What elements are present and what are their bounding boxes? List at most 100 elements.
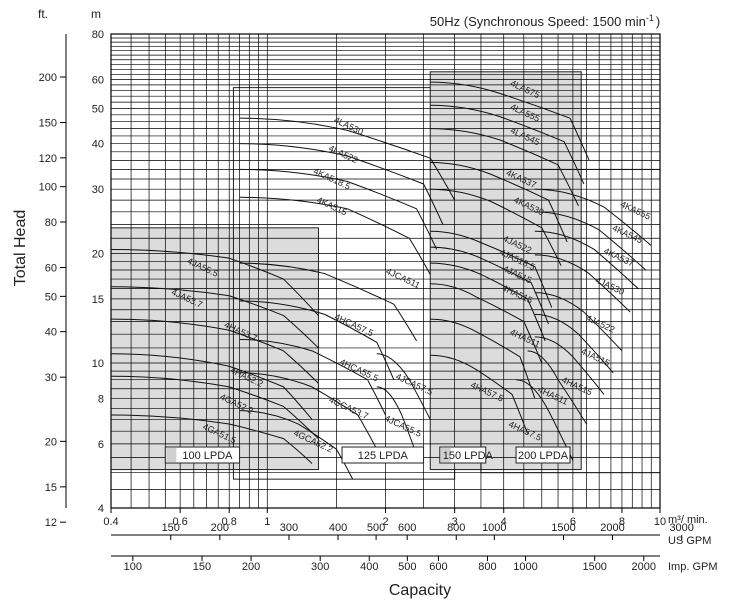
legend-box-2: [439, 446, 487, 464]
legend-label-1: 125 LPDA: [358, 450, 409, 462]
curve-4ka537: [430, 162, 568, 243]
usgpm-label-2: 300: [280, 522, 298, 534]
x-unit-m3min: m³/ min.: [668, 514, 708, 526]
y-m-label-10: 80: [92, 29, 104, 41]
curve-4ja530: [534, 254, 631, 313]
impgpm-label-7: 800: [478, 561, 496, 573]
y-ft-label-7: 80: [45, 217, 57, 229]
y-ft-label-9: 120: [39, 153, 57, 165]
usgpm-label-4: 500: [367, 522, 385, 534]
y-m-label-8: 50: [92, 103, 104, 115]
curve-4ga51-5: [110, 414, 313, 464]
impgpm-label-0: 100: [124, 561, 142, 573]
y-ft-label-0: 12: [45, 517, 57, 529]
legend-box-0: [164, 446, 241, 464]
legend-box-1: [341, 446, 425, 464]
curve-4ga52-2: [110, 375, 319, 440]
x-m3-label-3: 1: [264, 516, 270, 528]
y-ft-label-11: 200: [39, 72, 57, 84]
curve-4la575: [430, 81, 590, 161]
curve-4la530: [239, 117, 456, 201]
y-ft-label-10: 150: [39, 118, 57, 130]
x-unit-usgpm: US GPM: [668, 535, 711, 547]
x-m3-label-6: 4: [501, 516, 507, 528]
x-m3-label-7: 6: [570, 516, 576, 528]
legend-label-2: 150 LPDA: [443, 450, 494, 462]
y-m-label-2: 8: [98, 393, 104, 405]
x-m3-label-5: 3: [452, 516, 458, 528]
region-0: [110, 227, 319, 471]
curve-4ha515: [430, 283, 543, 364]
lpda-regions: [110, 71, 661, 480]
curve-4hca55-5: [239, 339, 386, 416]
y-m-label-6: 30: [92, 184, 104, 196]
impgpm-label-4: 400: [360, 561, 378, 573]
usgpm-label-6: 800: [447, 522, 465, 534]
x-m3-label-0: 0.4: [103, 516, 118, 528]
chart-title: 50Hz (Synchronous Speed: 1500 min-1): [430, 13, 660, 29]
usgpm-label-7: 1000: [482, 522, 506, 534]
region-legends: 100 LPDA 125 LPDA 150 LPDA 200 LPDA: [164, 446, 571, 464]
legend-box-3: [515, 446, 571, 464]
chart-grid: [110, 33, 661, 509]
curve-4ha511: [430, 318, 536, 399]
curve-4ha53-7: [110, 318, 319, 384]
y-m-label-5: 20: [92, 248, 104, 260]
curve-4ka530: [430, 188, 562, 266]
curve-4ka537: [534, 230, 639, 290]
y-ft-label-8: 100: [39, 182, 57, 194]
y-ft-label-2: 20: [45, 436, 57, 448]
y-m-label-0: 4: [98, 503, 104, 515]
y-unit-feet: ft.: [38, 7, 48, 21]
curve-4la522: [239, 143, 444, 225]
legend-label-0: 100 LPDA: [182, 450, 233, 462]
y-m-label-7: 40: [92, 139, 104, 151]
curve-4la555: [430, 104, 585, 185]
x-m3-label-8: 8: [619, 516, 625, 528]
curve-4ha511: [516, 379, 574, 461]
impgpm-label-3: 300: [311, 561, 329, 573]
y-m-label-4: 15: [92, 294, 104, 306]
impgpm-label-8: 1000: [513, 561, 537, 573]
usgpm-label-3: 400: [329, 522, 347, 534]
performance-curves: [110, 81, 652, 480]
curve-4ha515: [527, 350, 587, 425]
y-ft-label-5: 50: [45, 291, 57, 303]
curve-4hca57-5: [239, 300, 395, 380]
curve-4ja518-5: [534, 313, 614, 374]
legend-swatch-2: [440, 448, 451, 462]
impgpm-label-9: 1500: [582, 561, 606, 573]
curve-4jca57-5: [376, 353, 431, 420]
x-m3-label-4: 2: [382, 516, 388, 528]
curve-4ja522: [430, 230, 553, 308]
curve-4ka545: [534, 211, 647, 271]
curve-4ka515: [239, 196, 431, 275]
impgpm-label-2: 200: [242, 561, 260, 573]
y-m-label-1: 6: [98, 439, 104, 451]
impgpm-label-1: 150: [193, 561, 211, 573]
impgpm-label-10: 2000: [632, 561, 656, 573]
usgpm-label-9: 2000: [600, 522, 624, 534]
y-ft-label-6: 60: [45, 263, 57, 275]
usgpm-label-10: 3000: [669, 522, 693, 534]
usgpm-label-5: 600: [398, 522, 416, 534]
x-unit-impgpm: Imp. GPM: [668, 561, 718, 573]
curve-4ka518-5: [239, 168, 438, 250]
curve-4ka555: [534, 188, 652, 247]
x-m3-label-2: 0.8: [222, 516, 237, 528]
usgpm-label-0: 150: [162, 522, 180, 534]
y-m-label-9: 60: [92, 75, 104, 87]
curve-4ja515: [430, 262, 546, 342]
usgpm-label-1: 200: [211, 522, 229, 534]
curve-4jca55-5: [376, 386, 418, 455]
legend-label-3: 200 LPDA: [518, 450, 569, 462]
curve-4ha52-2: [110, 353, 313, 420]
impgpm-label-6: 600: [429, 561, 447, 573]
x-m3-label-9: 10: [654, 516, 666, 528]
curve-4ha57-5: [430, 354, 529, 434]
x-axis-title: Capacity: [389, 582, 451, 599]
curve-4ja515: [534, 336, 605, 395]
curve-4ja55-5: [110, 248, 319, 316]
y-unit-meters: m: [91, 7, 101, 21]
